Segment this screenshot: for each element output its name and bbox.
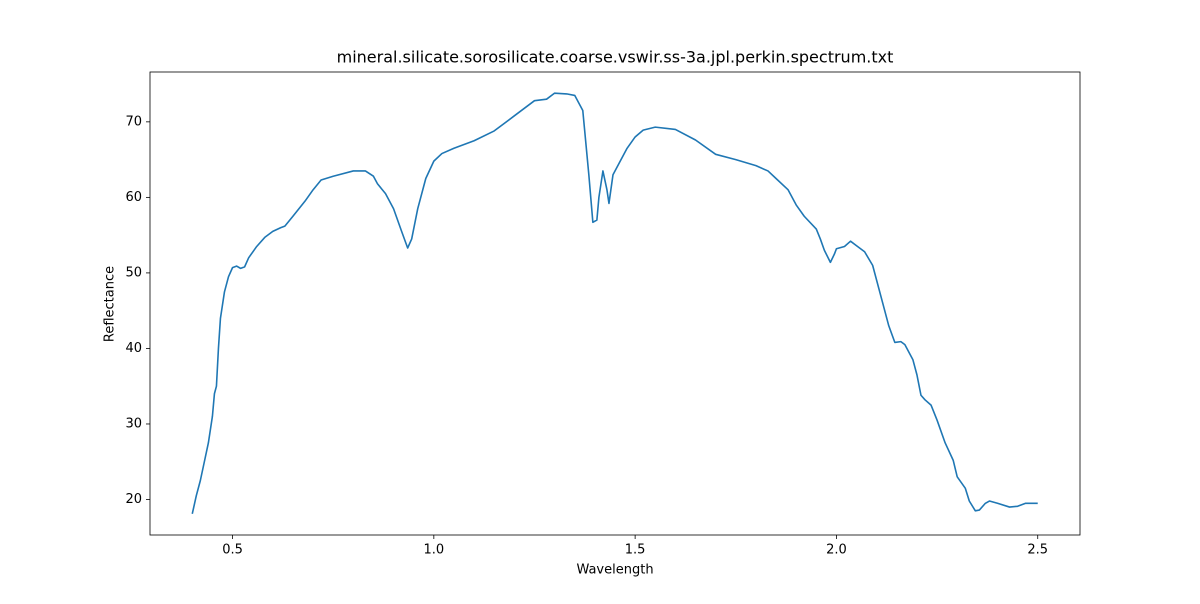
y-tick-label: 70 <box>125 114 142 129</box>
line <box>191 92 1038 515</box>
x-tick-label: 2.0 <box>826 543 847 558</box>
y-tick-label: 60 <box>125 190 142 205</box>
y-axis-label: Reflectance <box>103 266 118 342</box>
x-tick-label: 0.5 <box>222 543 243 558</box>
x-tick-label: 1.5 <box>625 543 646 558</box>
y-tick-label: 40 <box>125 341 142 356</box>
y-tick-label: 30 <box>125 416 142 431</box>
chart-title: mineral.silicate.sorosilicate.coarse.vsw… <box>337 48 894 67</box>
x-tick-label: 2.5 <box>1027 543 1048 558</box>
x-axis-label: Wavelength <box>576 563 653 578</box>
x-tick-label: 1.0 <box>423 543 444 558</box>
y-tick-label: 50 <box>125 265 142 280</box>
plot-frame <box>149 71 1081 536</box>
y-tick-label: 20 <box>125 492 142 507</box>
